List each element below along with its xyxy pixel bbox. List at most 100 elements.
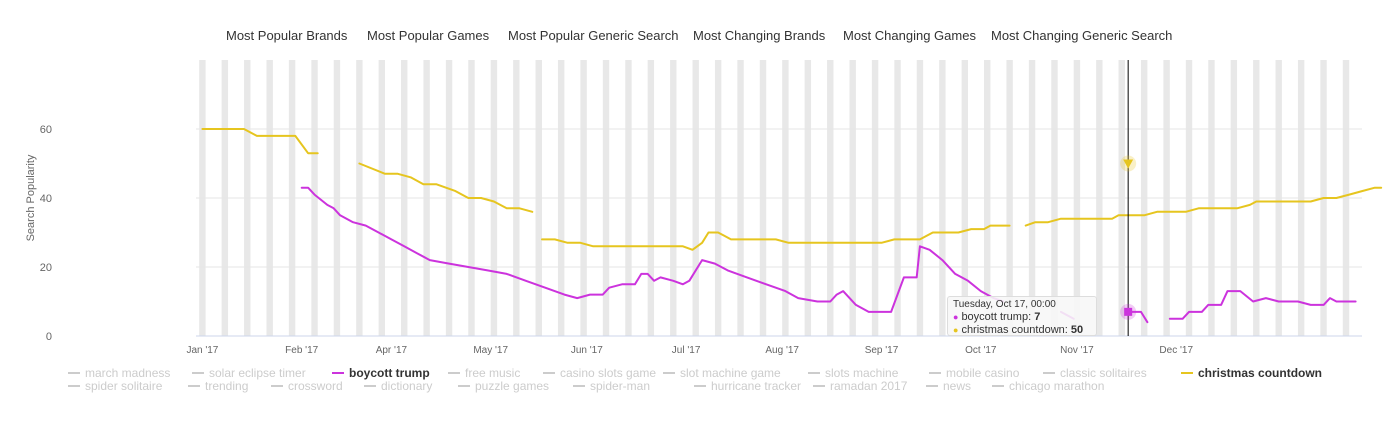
legend-label: spider solitaire	[85, 379, 163, 393]
legend-swatch	[192, 371, 204, 374]
y-tick-label: 60	[40, 124, 52, 136]
horizontal-gridlines	[196, 128, 1362, 268]
legend-label: casino slots game	[560, 366, 657, 380]
series-line-segment	[201, 128, 319, 155]
legend-item-spider-solitaire[interactable]: spider solitaire	[68, 379, 162, 393]
legend-item-solar-eclipse-timer[interactable]: solar eclipse timer	[192, 366, 306, 380]
search-popularity-chart[interactable]: 0 20 40 60 Jan '17 Feb '17 Apr '17 May '17 Jun '…	[0, 0, 1386, 366]
legend-swatch	[1181, 371, 1193, 374]
x-tick-label: Nov '17	[1060, 345, 1094, 356]
series-line-segment	[300, 186, 1005, 313]
tooltip-row-boycott: ● boycott trump: 7	[953, 311, 1041, 323]
chart-tab-bar: Most Popular Brands Most Popular Games M…	[0, 28, 1386, 48]
legend-label: chicago marathon	[1009, 379, 1105, 393]
legend-label: hurricane tracker	[711, 379, 802, 393]
legend-label: trending	[205, 379, 249, 393]
tab-most-popular-brands[interactable]: Most Popular Brands	[226, 28, 348, 43]
legend-swatch	[188, 384, 200, 387]
legend-label: christmas countdown	[1198, 366, 1323, 380]
tab-most-changing-generic-search[interactable]: Most Changing Generic Search	[991, 28, 1173, 43]
legend-label: spider-man	[590, 379, 651, 393]
legend-label: ramadan 2017	[830, 379, 908, 393]
tab-most-changing-games[interactable]: Most Changing Games	[843, 28, 976, 43]
series-layer	[201, 128, 1383, 324]
legend-label: boycott trump	[349, 366, 430, 380]
y-tick-label: 40	[40, 193, 52, 205]
tooltip-date: Tuesday, Oct 17, 00:00	[953, 299, 1056, 310]
x-tick-label: Aug '17	[765, 345, 799, 356]
tooltip-value: 7	[1034, 311, 1041, 323]
legend-item-dictionary[interactable]: dictionary	[364, 379, 432, 393]
x-tick-label: May '17	[473, 345, 508, 356]
y-tick-label: 0	[46, 331, 52, 343]
legend-item-ramadan-2017[interactable]: ramadan 2017	[813, 379, 907, 393]
legend-label: slot machine game	[680, 366, 781, 380]
tab-most-popular-generic-search[interactable]: Most Popular Generic Search	[508, 28, 679, 43]
legend-swatch	[68, 384, 80, 387]
legend-item-classic-solitaires[interactable]: classic solitaires	[1043, 366, 1147, 380]
tab-most-popular-games[interactable]: Most Popular Games	[367, 28, 490, 43]
x-tick-label: Dec '17	[1159, 345, 1193, 356]
legend-item-spider-man[interactable]: spider-man	[573, 379, 650, 393]
legend-swatch	[808, 371, 820, 374]
tab-most-changing-brands[interactable]: Most Changing Brands	[693, 28, 826, 43]
tooltip-row-christmas: ● christmas countdown: 50	[953, 324, 1084, 336]
y-axis-label: Search Popularity	[25, 154, 37, 241]
legend-item-chicago-marathon[interactable]: chicago marathon	[992, 379, 1104, 393]
legend-label: march madness	[85, 366, 171, 380]
legend-label: solar eclipse timer	[209, 366, 306, 380]
series-line-segment	[1127, 310, 1149, 324]
legend-item-boycott-trump[interactable]: boycott trump	[332, 366, 430, 380]
legend-item-puzzle-games[interactable]: puzzle games	[458, 379, 549, 393]
tooltip-dot-boycott: ●	[953, 312, 959, 322]
x-tick-label: Sep '17	[865, 345, 899, 356]
legend-item-hurricane-tracker[interactable]: hurricane tracker	[694, 379, 801, 393]
series-line-segment	[541, 224, 1011, 251]
data-tooltip: Tuesday, Oct 17, 00:00 ● boycott trump: 7…	[947, 296, 1097, 336]
legend-label: free music	[465, 366, 521, 380]
legend-item-news[interactable]: news	[926, 379, 971, 393]
x-tick-label: Feb '17	[285, 345, 318, 356]
tooltip-series-name: christmas countdown	[961, 324, 1065, 336]
legend-item-christmas-countdown[interactable]: christmas countdown	[1181, 366, 1322, 380]
legend-item-casino-slots-game[interactable]: casino slots game	[543, 366, 656, 380]
legend-swatch	[926, 384, 938, 387]
legend-swatch	[573, 384, 585, 387]
legend-swatch	[813, 384, 825, 387]
tooltip-series-name: boycott trump	[961, 311, 1029, 323]
legend-label: puzzle games	[475, 379, 550, 393]
axes: 0 20 40 60 Jan '17 Feb '17 Apr '17 May '17 Jun '…	[40, 124, 1362, 356]
tooltip-value: 50	[1070, 324, 1084, 336]
legend-item-mobile-casino[interactable]: mobile casino	[929, 366, 1019, 380]
legend-item-slot-machine-game[interactable]: slot machine game	[663, 366, 781, 380]
series-line-segment	[358, 162, 534, 213]
legend-item-trending[interactable]: trending	[188, 379, 248, 393]
legend-item-free-music[interactable]: free music	[448, 366, 520, 380]
series-line-segment	[1024, 186, 1383, 227]
chart-legend: march madness solar eclipse timer boycott …	[0, 366, 1386, 400]
x-tick-label: Apr '17	[376, 345, 408, 356]
series-christmas-countdown	[201, 128, 1383, 251]
legend-swatch	[271, 384, 283, 387]
legend-item-slots-machine[interactable]: slots machine	[808, 366, 898, 380]
legend-item-march-madness[interactable]: march madness	[68, 366, 170, 380]
legend-swatch	[929, 371, 941, 374]
legend-label: crossword	[288, 379, 343, 393]
x-tick-label: Jan '17	[186, 345, 218, 356]
legend-swatch	[364, 384, 376, 387]
legend-swatch	[458, 384, 470, 387]
legend-swatch	[68, 371, 80, 374]
legend-swatch	[332, 371, 344, 374]
data-point-markers	[1120, 60, 1137, 336]
x-tick-label: Jun '17	[571, 345, 603, 356]
series-line-segment	[1168, 290, 1357, 320]
legend-swatch	[663, 371, 675, 374]
legend-label: slots machine	[825, 366, 899, 380]
legend-label: mobile casino	[946, 366, 1020, 380]
x-tick-label: Jul '17	[672, 345, 701, 356]
legend-swatch	[1043, 371, 1055, 374]
legend-swatch	[543, 371, 555, 374]
legend-swatch	[448, 371, 460, 374]
legend-item-crossword[interactable]: crossword	[271, 379, 343, 393]
legend-label: dictionary	[381, 379, 433, 393]
